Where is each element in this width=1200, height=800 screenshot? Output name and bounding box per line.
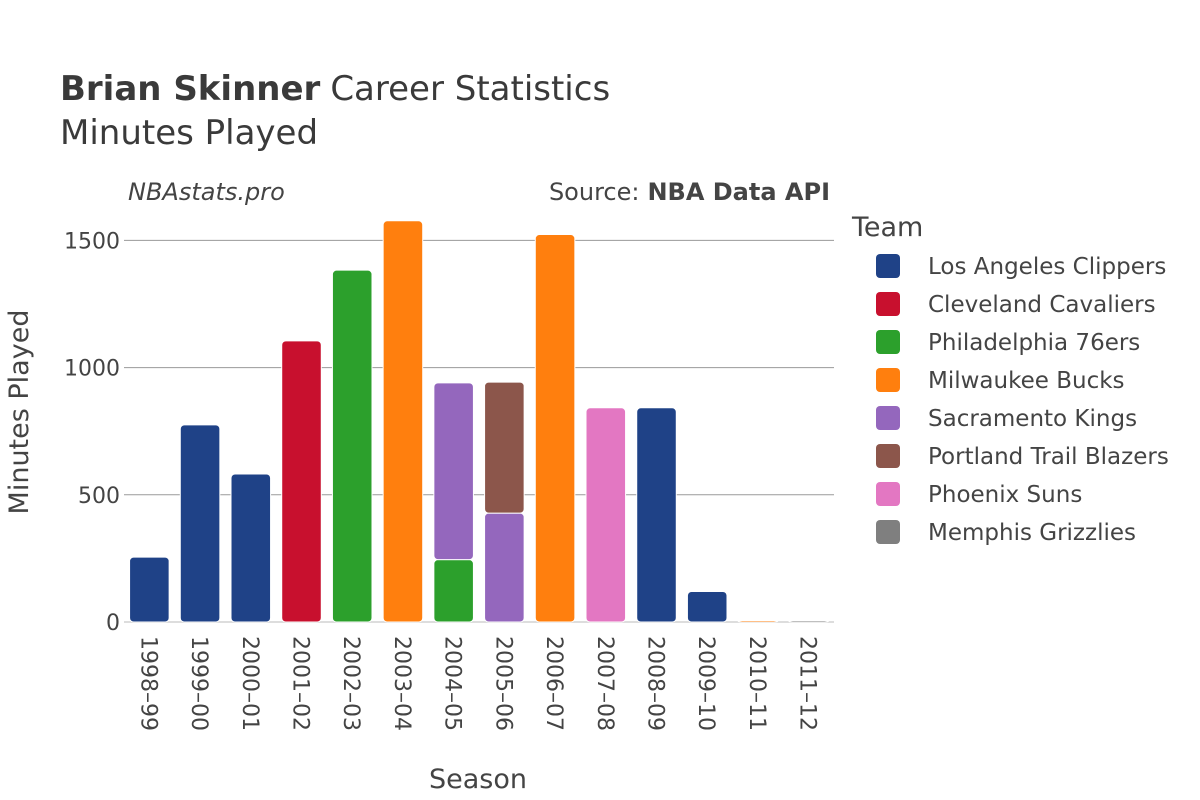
site-credit: NBAstats.pro bbox=[128, 178, 285, 206]
legend-item[interactable]: Cleveland Cavaliers bbox=[876, 292, 1156, 318]
legend-swatch bbox=[876, 444, 900, 468]
x-axis-ticks: 1998–99 1999–00 2000–01 2001–02 2002–03 2003–… bbox=[135, 636, 819, 731]
chart-title-player: Brian Skinner bbox=[60, 69, 321, 109]
source-credit-value: NBA Data API bbox=[647, 178, 830, 206]
grid-lines bbox=[124, 239, 834, 623]
legend-swatch bbox=[876, 368, 900, 392]
bar-segment[interactable] bbox=[331, 269, 373, 623]
legend-label: Milwaukee Bucks bbox=[928, 368, 1125, 394]
x-tick-label: 2004–05 bbox=[440, 636, 465, 731]
chart-title-suffix: Career Statistics bbox=[330, 69, 610, 109]
legend-title: Team bbox=[851, 212, 923, 243]
bar-segment[interactable] bbox=[484, 512, 525, 623]
x-tick-label: 2006–07 bbox=[541, 636, 566, 731]
x-tick-label: 2003–04 bbox=[389, 636, 414, 731]
legend-swatch bbox=[876, 520, 900, 544]
bar-segment[interactable] bbox=[686, 590, 728, 623]
legend-label: Portland Trail Blazers bbox=[928, 444, 1169, 470]
legend[interactable]: Los Angeles Clippers Cleveland Cavaliers P… bbox=[876, 254, 1169, 546]
bar-segment[interactable] bbox=[636, 407, 677, 623]
legend-item[interactable]: Milwaukee Bucks bbox=[876, 368, 1125, 394]
legend-label: Memphis Grizzlies bbox=[928, 520, 1136, 546]
source-credit-label: Source: bbox=[549, 178, 640, 206]
legend-item[interactable]: Philadelphia 76ers bbox=[876, 330, 1140, 356]
x-tick-label: 2001–02 bbox=[288, 636, 313, 731]
bar-segment[interactable] bbox=[484, 381, 525, 514]
legend-swatch bbox=[876, 254, 900, 278]
x-tick-label: 2008–09 bbox=[643, 636, 668, 731]
bar-segment[interactable] bbox=[281, 340, 322, 623]
bar-segment[interactable] bbox=[382, 220, 424, 623]
x-tick-label: 2011–12 bbox=[795, 636, 820, 731]
bar-segment[interactable] bbox=[129, 556, 170, 623]
chart-title: Brian Skinner Career Statistics bbox=[60, 69, 610, 109]
legend-swatch bbox=[876, 406, 900, 430]
x-tick-label: 1998–99 bbox=[135, 636, 160, 731]
legend-swatch bbox=[876, 292, 900, 316]
bar-segment[interactable] bbox=[433, 559, 474, 623]
y-tick-label: 0 bbox=[106, 611, 120, 636]
legend-item[interactable]: Portland Trail Blazers bbox=[876, 444, 1169, 470]
x-tick-label: 2010–11 bbox=[744, 636, 769, 731]
x-tick-label: 2007–08 bbox=[592, 636, 617, 731]
legend-label: Cleveland Cavaliers bbox=[928, 292, 1156, 318]
y-axis-ticks: 0 500 1000 1500 bbox=[64, 229, 120, 636]
y-tick-label: 500 bbox=[78, 484, 120, 509]
legend-label: Philadelphia 76ers bbox=[928, 330, 1140, 356]
legend-item[interactable]: Los Angeles Clippers bbox=[876, 254, 1166, 280]
y-tick-label: 1000 bbox=[64, 357, 120, 382]
legend-item[interactable]: Sacramento Kings bbox=[876, 406, 1137, 432]
bar-segment[interactable] bbox=[534, 234, 576, 623]
legend-swatch bbox=[876, 482, 900, 506]
bar-segment[interactable] bbox=[179, 424, 221, 623]
bars-layer bbox=[129, 220, 829, 623]
legend-label: Los Angeles Clippers bbox=[928, 254, 1166, 280]
y-tick-label: 1500 bbox=[64, 229, 120, 254]
legend-item[interactable]: Memphis Grizzlies bbox=[876, 520, 1136, 546]
y-axis-title: Minutes Played bbox=[4, 310, 35, 515]
x-axis-title: Season bbox=[429, 764, 527, 795]
bar-segment[interactable] bbox=[230, 473, 272, 623]
legend-label: Sacramento Kings bbox=[928, 406, 1137, 432]
x-tick-label: 2000–01 bbox=[237, 636, 262, 731]
source-credit: Source: NBA Data API bbox=[549, 178, 830, 206]
chart-subtitle: Minutes Played bbox=[60, 113, 318, 153]
x-tick-label: 2009–10 bbox=[693, 636, 718, 731]
x-tick-label: 2005–06 bbox=[490, 636, 515, 731]
bar-segment[interactable] bbox=[585, 407, 627, 623]
bar-segment[interactable] bbox=[433, 382, 474, 561]
legend-label: Phoenix Suns bbox=[928, 482, 1082, 508]
x-tick-label: 1999–00 bbox=[186, 636, 211, 731]
bar-segment[interactable] bbox=[788, 620, 829, 623]
x-tick-label: 2002–03 bbox=[338, 636, 363, 731]
bar-segment[interactable] bbox=[737, 620, 779, 623]
legend-item[interactable]: Phoenix Suns bbox=[876, 482, 1082, 508]
legend-swatch bbox=[876, 330, 900, 354]
